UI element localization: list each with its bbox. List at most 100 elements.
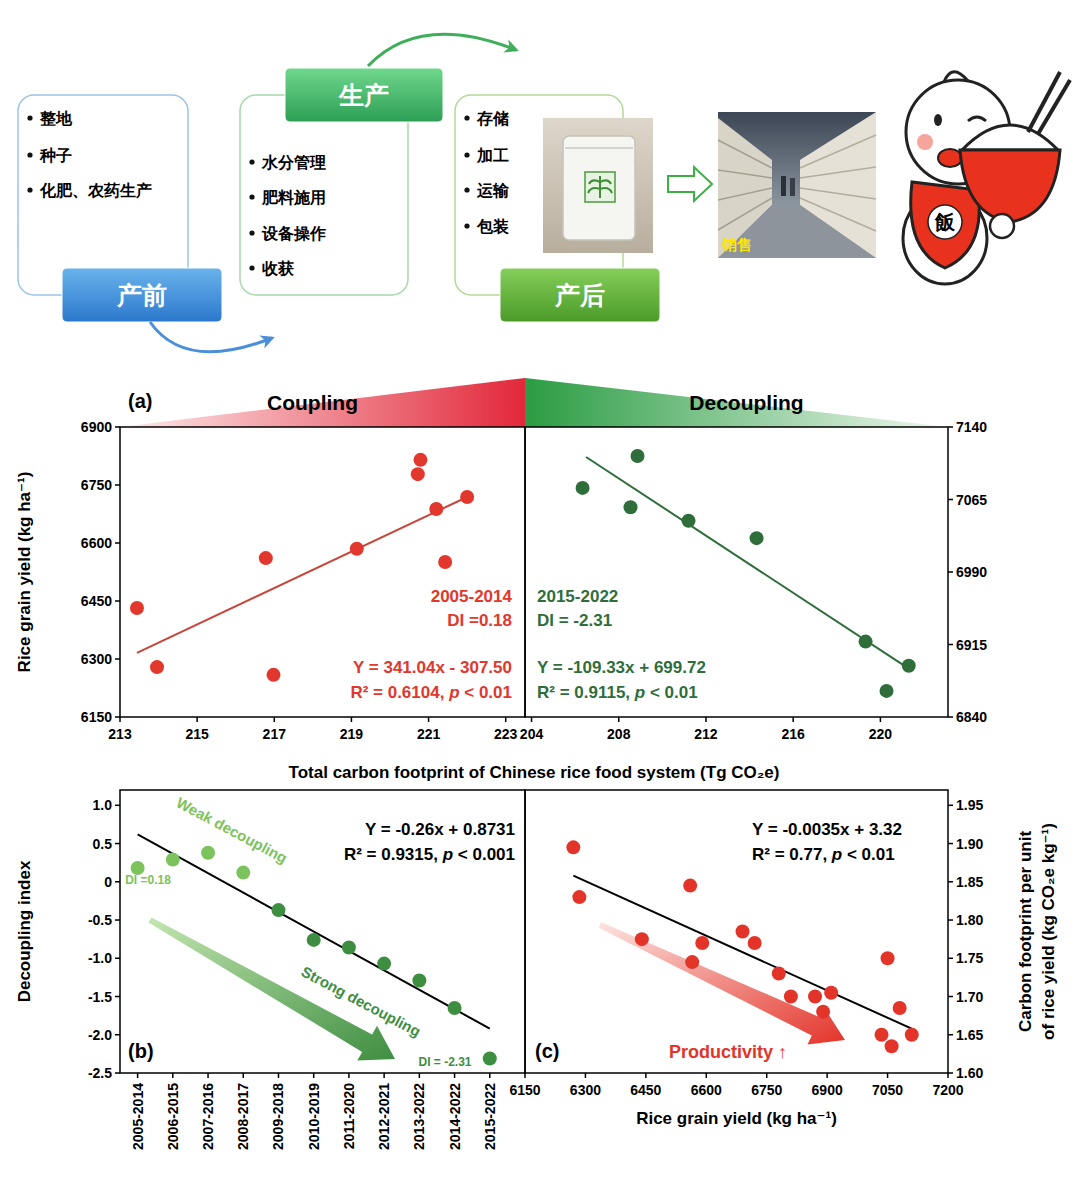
x-tick	[887, 1073, 889, 1078]
annotation: Y = 341.04x - 307.50	[353, 658, 512, 677]
text-part: R² = 0.6104,	[350, 683, 449, 702]
point	[859, 635, 873, 649]
point	[166, 853, 180, 867]
y-tick-label: -1.5	[88, 989, 112, 1005]
x-tick	[947, 1073, 949, 1078]
x-tick	[531, 717, 533, 722]
mascot-eye	[968, 117, 986, 121]
y-tick-label: -2.5	[88, 1065, 112, 1081]
x-tick-label: 2012-2021	[376, 1083, 392, 1150]
frame	[120, 790, 525, 1073]
point	[460, 490, 474, 504]
shelf-line	[800, 135, 876, 168]
x-tick	[705, 717, 707, 722]
text-part: p	[831, 845, 842, 864]
y-tick	[115, 919, 120, 921]
point	[350, 542, 364, 556]
text-part: R² = 0.9315,	[344, 845, 443, 864]
point	[483, 1051, 497, 1065]
supermarket-image: 销售	[718, 112, 876, 258]
stage-button	[62, 268, 222, 322]
y-tick-label: -0.5	[88, 912, 112, 928]
shelf-line	[718, 198, 772, 230]
logo-leaf	[588, 176, 612, 198]
bullet	[464, 223, 469, 228]
y-axis-title: Decoupling index	[15, 860, 34, 1002]
point	[377, 957, 391, 971]
frame	[120, 427, 525, 717]
stage: 存储加工运输包装产后	[455, 95, 660, 322]
y-tick-label: 1.75	[956, 950, 983, 966]
x-tick	[618, 717, 620, 722]
x-tick-label: 6750	[751, 1082, 782, 1098]
x-tick-label: 2010-2019	[306, 1083, 322, 1150]
point	[438, 555, 452, 569]
text-part: < 0.01	[842, 845, 894, 864]
x-tick-label: 217	[263, 726, 287, 742]
y-tick-label: 6750	[81, 477, 112, 493]
y-tick-label: 6990	[956, 564, 987, 580]
rice-bag-image	[543, 118, 653, 253]
stage-box	[18, 95, 188, 295]
point	[411, 467, 425, 481]
shelf-line	[718, 140, 772, 168]
text-part: p	[442, 845, 453, 864]
annotation: Y = -0.0035x + 3.32	[752, 820, 902, 839]
y-tick	[948, 716, 953, 718]
y-tick-label: 6150	[81, 709, 112, 725]
figure: 整地种子化肥、农药生产产前水分管理肥料施用设备操作收获生产存储加工运输包装产后销…	[0, 0, 1076, 1193]
y-tick-label: 1.85	[956, 874, 983, 890]
bag	[563, 136, 635, 240]
point	[875, 1028, 889, 1042]
stage-item: 运输	[476, 182, 510, 199]
stage-label: 生产	[338, 81, 389, 109]
x-tick-label: 204	[520, 726, 544, 742]
floor	[718, 205, 876, 258]
mascot: 飯	[903, 72, 1070, 284]
x-tick	[278, 1073, 280, 1078]
x-tick	[454, 1073, 456, 1078]
mascot-label: 飯	[934, 211, 956, 233]
point	[271, 903, 285, 917]
fit-line	[137, 497, 467, 653]
shelf-line	[800, 188, 876, 199]
x-tick-label: 220	[869, 726, 893, 742]
x-tick-label: 7200	[932, 1082, 963, 1098]
point	[624, 500, 638, 514]
y-tick-label: 7065	[956, 492, 987, 508]
stage-item: 包装	[476, 218, 509, 235]
y-tick-label: 1.0	[93, 797, 113, 813]
y-tick-label: 6600	[81, 535, 112, 551]
y-tick	[115, 484, 120, 486]
photo-bg	[718, 112, 876, 258]
x-tick-label: 6600	[691, 1082, 722, 1098]
text-part: < 0.01	[645, 683, 697, 702]
shelf-line	[800, 167, 876, 178]
text-part: p	[448, 683, 459, 702]
point	[412, 973, 426, 987]
point	[885, 1039, 899, 1053]
text-part: R² = 0.9115,	[537, 683, 635, 702]
fit-line	[586, 457, 909, 669]
annotation: 2015-2022	[537, 587, 618, 606]
x-tick-label: 2005-2014	[130, 1083, 146, 1150]
x-tick	[383, 1073, 385, 1078]
y-axis-title: Rice grain yield (kg ha⁻¹)	[15, 472, 34, 673]
zipper	[565, 147, 633, 149]
y-tick-label: 0.5	[93, 836, 113, 852]
x-tick-label: 215	[185, 726, 209, 742]
annotation: DI =0.18	[125, 873, 171, 887]
x-tick-label: 212	[694, 726, 718, 742]
x-tick	[207, 1073, 209, 1078]
x-tick-label: 216	[782, 726, 806, 742]
x-tick-label: 2011-2020	[341, 1083, 357, 1149]
annotation: R² = 0.6104, p < 0.01	[350, 683, 512, 702]
stage-item: 存储	[476, 110, 509, 127]
panel-label: (b)	[128, 1040, 154, 1062]
annotation: Y = -109.33x + 699.72	[537, 658, 706, 677]
stage-item: 加工	[476, 147, 509, 164]
y-tick	[948, 805, 953, 807]
point	[631, 449, 645, 463]
flow-arrow	[150, 322, 272, 352]
point	[893, 1001, 907, 1015]
